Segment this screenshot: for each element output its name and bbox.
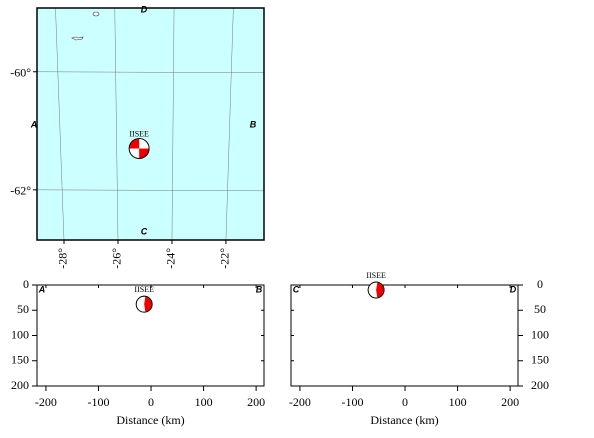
grid-line [55, 7, 65, 241]
profile-label: B [250, 119, 257, 129]
lon-tick-label: -28° [56, 248, 70, 269]
lat-tick-label: -60° [10, 66, 31, 80]
y-tick-label: 0 [23, 277, 29, 291]
compression [139, 148, 150, 159]
y-tick-label: 200 [531, 378, 549, 392]
event-label: IISEE [134, 285, 154, 294]
x-tick-label: -200 [289, 395, 311, 409]
x-tick-label: 200 [247, 395, 265, 409]
y-tick-label: 200 [11, 378, 29, 392]
sea [37, 8, 264, 240]
x-tick-label: 100 [449, 395, 467, 409]
profile-label: D [510, 284, 517, 294]
profile-label: C [141, 226, 148, 236]
x-axis-label: Distance (km) [370, 413, 438, 427]
event-label: IISEE [129, 129, 149, 138]
x-axis-label: Distance (km) [116, 413, 184, 427]
grid-line [36, 189, 265, 192]
x-tick-label: -100 [341, 395, 363, 409]
focal-mechanism [135, 295, 153, 313]
y-tick-label: 150 [531, 353, 549, 367]
x-tick-label: 0 [402, 395, 408, 409]
grid-line [225, 7, 234, 241]
y-tick-label: 50 [17, 302, 29, 316]
profile-label: A [30, 119, 38, 129]
lat-tick-label: -62° [10, 184, 31, 198]
profile-label: D [141, 4, 148, 14]
lon-tick-label: -24° [164, 248, 178, 269]
island [92, 11, 100, 17]
map-frame [36, 7, 265, 241]
compression [129, 138, 140, 149]
x-tick-label: -200 [35, 395, 57, 409]
y-tick-label: 0 [537, 277, 543, 291]
compression [376, 282, 385, 298]
x-tick-label: 0 [148, 395, 154, 409]
beachball-outline [128, 138, 150, 159]
compression [144, 296, 153, 313]
section-frame [290, 284, 519, 387]
focal-mechanism [128, 138, 150, 159]
lon-tick-label: -22° [218, 248, 232, 269]
x-tick-label: -100 [87, 395, 109, 409]
profile-label: C [293, 284, 300, 294]
profile-label: B [256, 284, 263, 294]
y-tick-label: 50 [534, 302, 546, 316]
grid-line [114, 7, 119, 241]
beachball-outline [135, 295, 153, 313]
grid-line [171, 7, 175, 241]
grid-line [36, 71, 265, 74]
y-tick-label: 150 [11, 353, 29, 367]
profile-label: A [38, 284, 46, 294]
focal-mechanism [367, 281, 385, 299]
y-tick-label: 100 [11, 327, 29, 341]
y-tick-label: 100 [531, 327, 549, 341]
x-tick-label: 200 [501, 395, 519, 409]
x-tick-label: 100 [195, 395, 213, 409]
map-grid [36, 7, 265, 241]
event-label: IISEE [366, 271, 386, 280]
island [71, 36, 84, 41]
lon-tick-label: -26° [110, 248, 124, 269]
beachball-outline [367, 281, 385, 299]
